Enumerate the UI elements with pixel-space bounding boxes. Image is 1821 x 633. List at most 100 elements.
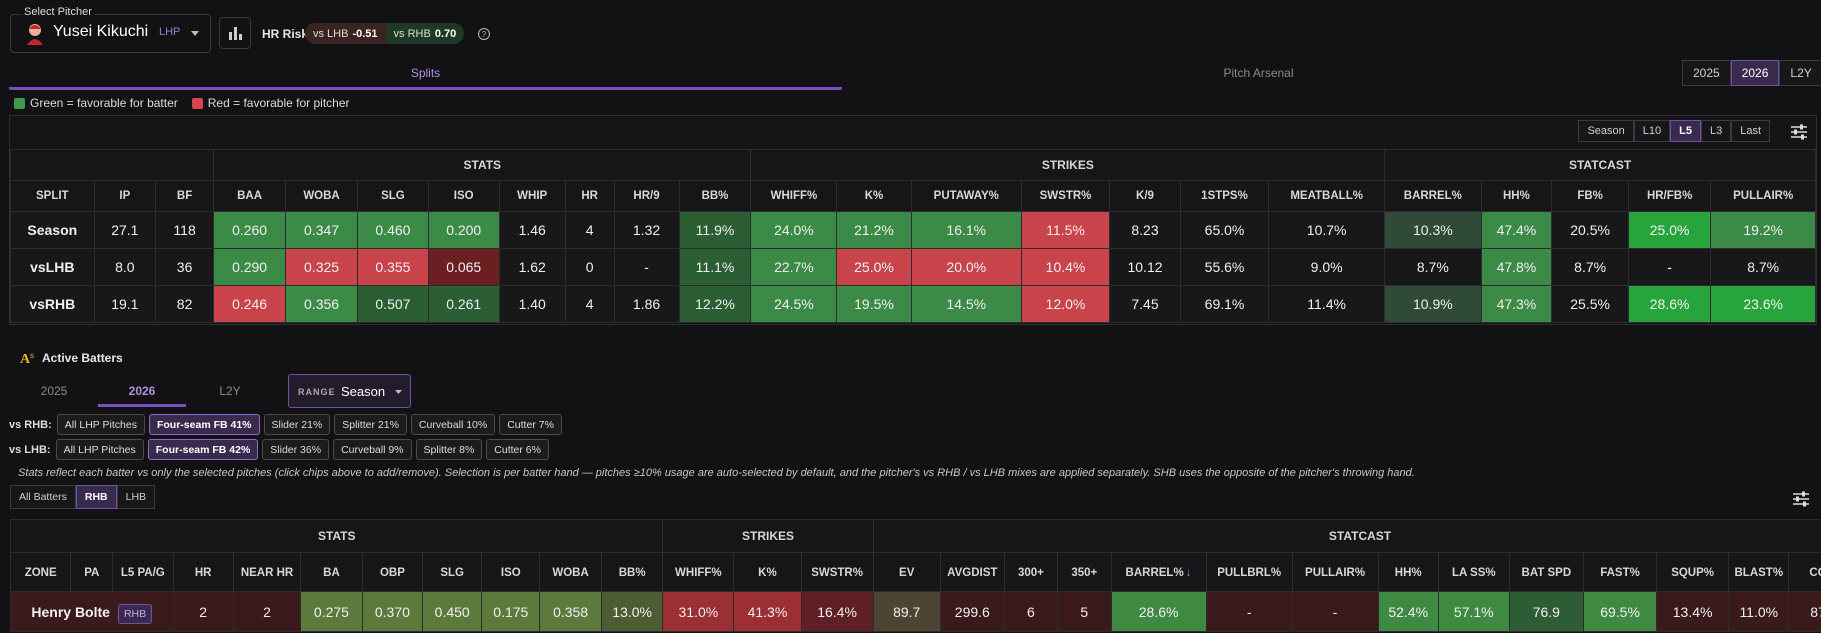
column-label: HR: [194, 567, 212, 579]
column-header[interactable]: HR: [564, 180, 615, 212]
pitch-chip[interactable]: Curveball 9%: [333, 439, 412, 460]
pitch-chip[interactable]: Slider 21%: [263, 414, 331, 435]
cell: 25.0%: [836, 248, 912, 286]
column-header[interactable]: 300+: [1003, 552, 1059, 592]
column-header[interactable]: SPLIT: [10, 180, 95, 212]
column-header[interactable]: L5 PA/G: [112, 552, 174, 592]
column-header[interactable]: K%: [733, 552, 802, 592]
column-header[interactable]: K/9: [1109, 180, 1181, 212]
cell: 19.2%: [1710, 211, 1816, 249]
column-header[interactable]: BLAST%: [1728, 552, 1790, 592]
pitch-chip[interactable]: Cutter 7%: [499, 414, 562, 435]
column-header[interactable]: MEATBALL%: [1268, 180, 1386, 212]
toggle-button[interactable]: RHB: [75, 485, 117, 509]
settings-icon[interactable]: [1790, 489, 1812, 509]
column-header[interactable]: HH%: [1480, 180, 1553, 212]
column-header[interactable]: PULLAIR%: [1291, 552, 1379, 592]
column-header[interactable]: WHIFF%: [750, 180, 838, 212]
cell: 12.0%: [1020, 285, 1111, 323]
column-header[interactable]: BF: [155, 180, 215, 212]
column-header[interactable]: HR: [172, 552, 234, 592]
column-header[interactable]: BAT SPD: [1508, 552, 1584, 592]
cell: 55.6%: [1179, 248, 1270, 286]
column-header[interactable]: WOBA: [285, 180, 359, 212]
pitch-chip[interactable]: Splitter 8%: [415, 439, 483, 460]
pitch-chip[interactable]: Cutter 6%: [486, 439, 549, 460]
column-header[interactable]: WHIFF%: [662, 552, 735, 592]
year-tab[interactable]: L2Y: [219, 384, 241, 398]
column-header[interactable]: K%: [836, 180, 912, 212]
column-header[interactable]: SWSTR%: [1020, 180, 1111, 212]
column-header[interactable]: WHIP: [498, 180, 566, 212]
column-header[interactable]: ISO: [481, 552, 541, 592]
pitch-chip[interactable]: Splitter 21%: [334, 414, 407, 435]
cell: 2: [172, 591, 234, 632]
column-header[interactable]: OBP: [361, 552, 424, 592]
column-header[interactable]: FAST%: [1582, 552, 1658, 592]
toggle-button[interactable]: Season: [1578, 120, 1634, 142]
pitch-chip[interactable]: Four-seam FB 41%: [148, 414, 260, 435]
column-header[interactable]: LA SS%: [1437, 552, 1510, 592]
column-header[interactable]: 350+: [1057, 552, 1112, 592]
pitch-chip[interactable]: All LHP Pitches: [56, 414, 145, 435]
year-tab[interactable]: 2026: [98, 380, 186, 407]
column-header[interactable]: PA: [70, 552, 114, 592]
toggle-button[interactable]: LHB: [116, 485, 156, 509]
toggle-button[interactable]: 2025: [1682, 60, 1731, 86]
row-label: vsLHB: [10, 248, 95, 286]
toggle-button[interactable]: L2Y: [1779, 60, 1821, 86]
view-tab[interactable]: Splits: [9, 62, 842, 90]
toggle-button[interactable]: 2026: [1730, 60, 1780, 86]
column-header[interactable]: ZONE: [10, 552, 72, 592]
column-header[interactable]: HR/9: [613, 180, 680, 212]
column-header[interactable]: BARREL% ↓: [1110, 552, 1207, 592]
toggle-button[interactable]: All Batters: [10, 485, 76, 509]
column-header[interactable]: BA: [300, 552, 363, 592]
column-header[interactable]: NEAR HR: [232, 552, 302, 592]
column-header[interactable]: EV: [872, 552, 941, 592]
column-header[interactable]: FB%: [1551, 180, 1629, 212]
help-icon[interactable]: ?: [477, 27, 491, 41]
column-header[interactable]: WOBA: [539, 552, 602, 592]
column-header[interactable]: IP: [93, 180, 157, 212]
column-header[interactable]: ISO: [427, 180, 500, 212]
cell: 25.0%: [1627, 211, 1712, 249]
pitch-chip[interactable]: Four-seam FB 42%: [147, 439, 259, 460]
chart-button[interactable]: [219, 17, 251, 49]
column-header[interactable]: 1STPS%: [1179, 180, 1270, 212]
cell: 4: [564, 285, 615, 323]
column-header[interactable]: BB%: [600, 552, 664, 592]
column-header[interactable]: PULLAIR%: [1710, 180, 1816, 212]
column-header[interactable]: BAA: [213, 180, 287, 212]
cell: 76.9: [1508, 591, 1584, 632]
settings-icon[interactable]: [1788, 122, 1810, 142]
column-header[interactable]: HR/FB%: [1627, 180, 1712, 212]
column-label: BB%: [618, 567, 646, 579]
cell: 0.358: [539, 591, 602, 632]
column-header[interactable]: BB%: [678, 180, 752, 212]
pitcher-select[interactable]: Select Pitcher Yusei Kikuchi LHP: [10, 6, 211, 53]
cell: 1.46: [498, 211, 566, 249]
pitch-chip[interactable]: Curveball 10%: [410, 414, 496, 435]
column-header[interactable]: SWSTR%: [800, 552, 874, 592]
column-header[interactable]: CO: [1788, 552, 1821, 592]
cell: 24.0%: [750, 211, 838, 249]
column-header[interactable]: SQUP%: [1656, 552, 1730, 592]
column-header[interactable]: PUTAWAY%: [910, 180, 1022, 212]
toggle-button[interactable]: L5: [1670, 120, 1701, 142]
view-tab[interactable]: Pitch Arsenal: [1223, 66, 1294, 80]
column-header[interactable]: BARREL%: [1384, 180, 1482, 212]
column-header[interactable]: AVGDIST: [939, 552, 1005, 592]
cell: 0.507: [357, 285, 429, 323]
toggle-button[interactable]: L10: [1633, 120, 1671, 142]
column-header[interactable]: PULLBRL%: [1205, 552, 1293, 592]
pitch-chip[interactable]: Slider 36%: [262, 439, 330, 460]
column-header[interactable]: SLG: [422, 552, 483, 592]
year-tab[interactable]: 2025: [40, 384, 68, 398]
column-header[interactable]: SLG: [357, 180, 429, 212]
column-header[interactable]: HH%: [1377, 552, 1439, 592]
toggle-button[interactable]: L3: [1700, 120, 1732, 142]
toggle-button[interactable]: Last: [1731, 120, 1770, 142]
range-select[interactable]: RANGE Season: [288, 374, 411, 408]
pitch-chip[interactable]: All LHP Pitches: [55, 439, 144, 460]
